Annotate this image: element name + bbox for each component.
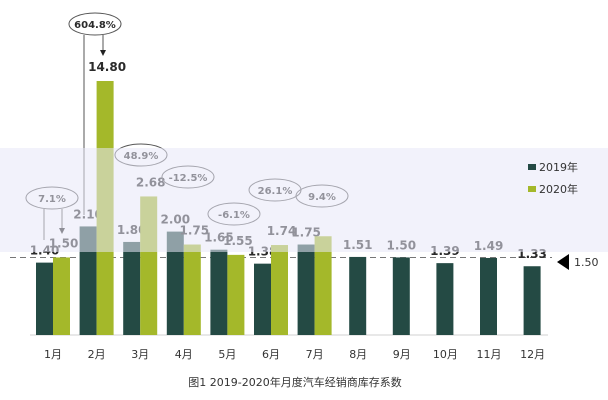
bar-2019 bbox=[392, 257, 410, 335]
x-tick-label: 10月 bbox=[433, 348, 458, 361]
bar-2019 bbox=[254, 263, 271, 335]
bar-2020 bbox=[314, 236, 332, 335]
x-tick-label: 8月 bbox=[349, 348, 367, 361]
yoy-bubble-text: -12.5% bbox=[169, 173, 208, 184]
x-tick-label: 11月 bbox=[477, 348, 502, 361]
bar-label-2019: 1.39 bbox=[430, 244, 460, 258]
bar-2019 bbox=[523, 266, 541, 335]
arrow-icon bbox=[59, 228, 65, 234]
bar-label-2019: 1.51 bbox=[343, 238, 373, 252]
bar-label-2020: 1.50 bbox=[49, 236, 79, 250]
legend-item-2019: 2019年 bbox=[528, 156, 578, 178]
bar-2020 bbox=[183, 244, 201, 335]
bar-2019 bbox=[349, 256, 367, 335]
bar-label-2020: 14.80 bbox=[88, 60, 126, 74]
bar-2019 bbox=[36, 262, 53, 335]
legend-swatch-2020 bbox=[528, 186, 536, 192]
yoy-bubble-text: 604.8% bbox=[74, 20, 116, 31]
legend: 2019年 2020年 bbox=[528, 156, 578, 200]
bar-2020 bbox=[271, 245, 288, 335]
bar-2020 bbox=[227, 254, 245, 335]
bar-2019 bbox=[166, 231, 184, 335]
legend-label-2020: 2020年 bbox=[539, 183, 578, 196]
x-tick-label: 1月 bbox=[44, 348, 62, 361]
x-tick-label: 3月 bbox=[131, 348, 149, 361]
reference-line-label: 1.50 bbox=[574, 256, 599, 269]
yoy-bubble-text: 9.4% bbox=[308, 192, 336, 203]
bar-2019 bbox=[79, 226, 97, 335]
bar-2020 bbox=[140, 196, 158, 335]
bar-2019 bbox=[210, 249, 228, 335]
yoy-bubble-text: -6.1% bbox=[218, 210, 250, 221]
yoy-bubble bbox=[68, 12, 122, 36]
yoy-bubble-text: 7.1% bbox=[38, 194, 66, 205]
reference-arrow-icon bbox=[557, 254, 569, 270]
bar-2019 bbox=[297, 244, 315, 335]
x-tick-label: 4月 bbox=[175, 348, 193, 361]
bar-2020 bbox=[53, 257, 70, 335]
bar-2019 bbox=[480, 257, 497, 335]
bar-2019 bbox=[436, 263, 454, 335]
x-tick-label: 7月 bbox=[306, 348, 324, 361]
bar-label-2019: 1.33 bbox=[517, 247, 547, 261]
x-tick-label: 6月 bbox=[262, 348, 280, 361]
x-tick-label: 9月 bbox=[393, 348, 411, 361]
bar-label-2019: 1.49 bbox=[474, 239, 504, 253]
bar-label-2019: 1.50 bbox=[386, 238, 416, 252]
legend-swatch-2019 bbox=[528, 164, 536, 170]
yoy-bubble-text: 48.9% bbox=[124, 151, 159, 162]
x-tick-label: 12月 bbox=[520, 348, 545, 361]
x-tick-label: 5月 bbox=[218, 348, 236, 361]
chart-caption: 图1 2019-2020年月度汽车经销商库存系数 bbox=[188, 375, 401, 389]
x-tick-label: 2月 bbox=[88, 348, 106, 361]
yoy-bubble-text: 26.1% bbox=[258, 186, 293, 197]
arrow-icon bbox=[100, 50, 106, 56]
legend-label-2019: 2019年 bbox=[539, 161, 578, 174]
legend-item-2020: 2020年 bbox=[528, 178, 578, 200]
bar-2020 bbox=[96, 81, 114, 335]
bar-2019 bbox=[123, 241, 141, 335]
bar-label-2020: 2.68 bbox=[136, 175, 166, 189]
